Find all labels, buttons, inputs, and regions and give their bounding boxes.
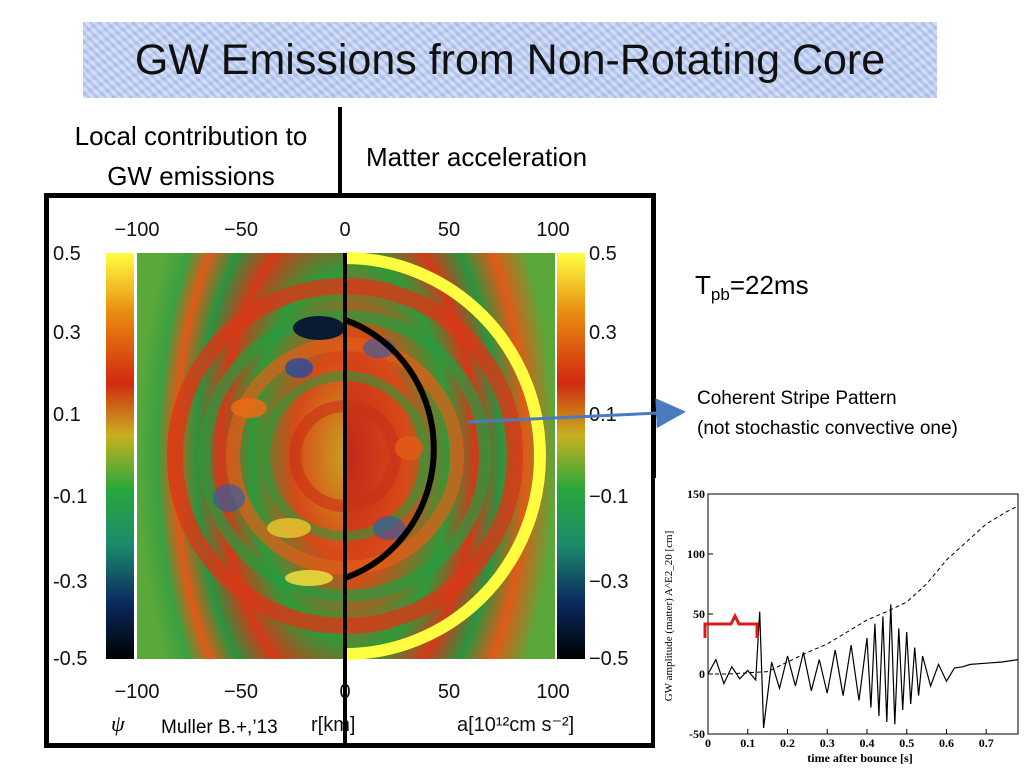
left-scale-tick: 0.1	[53, 404, 81, 426]
x-tick-label: 0.5	[899, 736, 914, 750]
stripe-highlight-arc	[344, 317, 437, 581]
bottom-tick: 100	[536, 681, 569, 703]
x-tick-label: 0.4	[859, 736, 874, 750]
tpb-subscript: pb	[710, 285, 730, 305]
left-scale-tick: -0.1	[53, 486, 87, 508]
y-axis-label: GW amplitude (matter) A^E2_20 [cm]	[663, 531, 675, 702]
right-colorbar	[557, 253, 585, 659]
stripe-annotation-line1: Coherent Stripe Pattern	[697, 388, 897, 409]
bottom-tick: 0	[339, 681, 350, 703]
y-tick-label: -50	[689, 727, 705, 741]
x-tick-group: 0 0.1 0.2 0.3 0.4 0.5 0.6 0.7	[705, 729, 994, 750]
simulation-svg: −100 −50 0 50 100 −100 −50 0 50 100 0.5 …	[53, 219, 628, 743]
radius-axis-label: r[km]	[311, 714, 355, 736]
series-group	[707, 505, 1019, 729]
y-tick-label: 0	[699, 667, 705, 681]
x-axis-label: time after bounce [s]	[807, 751, 912, 765]
right-scale-tick: −0.3	[589, 571, 628, 593]
x-tick-label: 0.1	[740, 736, 755, 750]
y-tick-group: -50 0 50 100 150	[687, 487, 713, 741]
title-banner: GW Emissions from Non-Rotating Core	[83, 22, 937, 98]
simulation-figure: −100 −50 0 50 100 −100 −50 0 50 100 0.5 …	[44, 193, 656, 748]
postbounce-time-label: Tpb=22ms	[695, 270, 809, 305]
tpb-prefix: T	[695, 270, 711, 300]
highlight-bracket	[703, 612, 759, 638]
right-scale-tick: −0.5	[589, 648, 628, 670]
left-colorbar	[106, 253, 134, 659]
bottom-tick: −100	[114, 681, 159, 703]
x-tick-label: 0.6	[939, 736, 954, 750]
gw-amplitude-chart: -50 0 50 100 150 0 0.1 0.2 0.3 0.4 0.5 0.6 0.7 time…	[655, 478, 1024, 768]
right-scale-tick: 0.3	[589, 322, 617, 344]
matter-acceleration-label: Matter acceleration	[366, 142, 588, 172]
x-tick-label: 0.3	[820, 736, 835, 750]
left-scale-tick: -0.3	[53, 571, 87, 593]
stripe-arrow	[467, 398, 686, 429]
bottom-tick: −50	[224, 681, 258, 703]
x-tick-label: 0	[705, 736, 711, 750]
plot-frame	[707, 493, 1019, 735]
dashed-series-line	[708, 505, 1019, 675]
top-tick: −100	[114, 219, 159, 241]
psi-symbol: ψ	[111, 711, 125, 736]
top-tick: 100	[536, 219, 569, 241]
x-tick-label: 0.2	[780, 736, 795, 750]
left-scale-tick: 0.3	[53, 322, 81, 344]
y-tick-label: 50	[693, 607, 705, 621]
solid-series-line	[707, 604, 1019, 729]
left-scale-tick: 0.5	[53, 243, 81, 265]
shock-front-arc	[344, 252, 546, 660]
tpb-value: =22ms	[729, 270, 809, 300]
header-divider	[338, 107, 342, 197]
top-tick: 0	[339, 219, 350, 241]
right-scale-tick: 0.5	[589, 243, 617, 265]
stripe-annotation: Coherent Stripe Pattern (not stochastic …	[697, 384, 958, 444]
slide-title: GW Emissions from Non-Rotating Core	[134, 35, 886, 84]
x-tick-label: 0.7	[979, 736, 994, 750]
acceleration-axis-label: a[10¹²cm s⁻²]	[457, 714, 574, 736]
bottom-tick: 50	[438, 681, 460, 703]
y-tick-label: 100	[687, 547, 705, 561]
citation-text: Muller B.+,’13	[161, 717, 278, 738]
right-scale-tick: −0.1	[589, 486, 628, 508]
left-scale-tick: -0.5	[53, 648, 87, 670]
y-tick-label: 150	[687, 487, 705, 501]
local-contribution-label: Local contribution to GW emissions	[74, 121, 308, 191]
top-tick: −50	[224, 219, 258, 241]
top-tick: 50	[438, 219, 460, 241]
stripe-annotation-line2: (not stochastic convective one)	[697, 418, 958, 439]
